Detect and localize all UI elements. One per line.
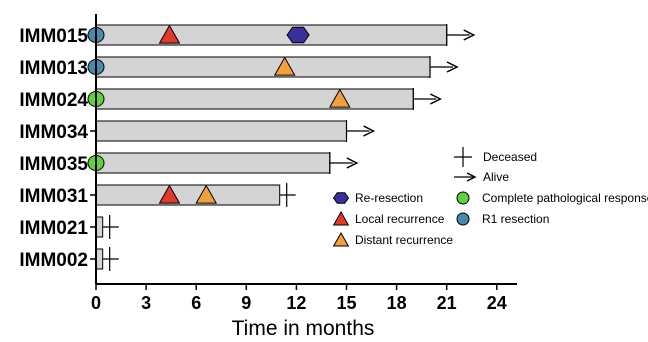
patient-label: IMM015 xyxy=(19,26,88,47)
legend-item-complete-pathological-response: Complete pathological response xyxy=(456,191,648,205)
patient-label: IMM002 xyxy=(19,250,88,271)
legend-item-re-resection: Re-resection xyxy=(332,191,423,205)
legend-arrow-head xyxy=(466,172,477,182)
legend-hexagon xyxy=(332,192,350,204)
x-tick-label: 12 xyxy=(286,293,306,313)
x-ticks: 0 3 6 9 12 15 18 21 24 xyxy=(91,284,507,313)
legend-item-r1-resection: R1 resection xyxy=(456,212,549,226)
distant-recurrence-marker xyxy=(328,88,351,108)
distant-recurrence-marker xyxy=(273,56,296,76)
legend-label: Deceased xyxy=(483,150,537,164)
legend-item-deceased: Deceased xyxy=(454,147,537,167)
alive-arrow-head xyxy=(346,157,359,169)
legend-item-distant-recurrence: Distant recurrence xyxy=(332,231,453,247)
patient-label: IMM031 xyxy=(19,186,88,207)
re-resection-marker xyxy=(286,26,310,44)
patient-label: IMM013 xyxy=(19,58,88,79)
survival-bar xyxy=(95,24,448,46)
patient-label: IMM034 xyxy=(19,122,88,143)
legend-label: Alive xyxy=(483,170,509,184)
patient-row-imm035: IMM035 xyxy=(19,152,359,175)
patient-label: IMM035 xyxy=(19,154,88,175)
legend-label: R1 resection xyxy=(482,212,549,226)
patient-row-imm013: IMM013 xyxy=(19,56,459,79)
local-recurrence-marker xyxy=(158,24,181,44)
patient-row-imm015: IMM015 xyxy=(19,24,476,47)
bars-layer: IMM015 IMM013 IMM024 IMM034 IMM035 IMM031 IMM0… xyxy=(19,24,476,271)
legend-item-alive: Alive xyxy=(454,170,509,184)
axes-layer xyxy=(95,14,517,285)
survival-bar xyxy=(95,248,104,270)
x-tick-label: 0 xyxy=(91,293,101,313)
legend-label: Complete pathological response xyxy=(482,191,648,205)
survival-bar xyxy=(95,56,431,78)
legend-item-local-recurrence: Local recurrence xyxy=(332,210,445,226)
x-tick-label: 18 xyxy=(387,293,407,313)
x-tick-label: 24 xyxy=(487,293,507,313)
legend-circle xyxy=(456,212,470,226)
legend-label: Re-resection xyxy=(355,191,423,205)
alive-arrow-head xyxy=(446,61,459,73)
patient-row-imm031: IMM031 xyxy=(19,183,296,207)
x-tick-label: 15 xyxy=(336,293,356,313)
legend-triangle xyxy=(332,210,350,226)
patient-label: IMM021 xyxy=(19,218,88,239)
alive-arrow-head xyxy=(363,125,376,137)
x-tick-label: 21 xyxy=(437,293,457,313)
patient-row-imm021: IMM021 xyxy=(19,215,119,239)
alive-arrow-head xyxy=(463,29,476,41)
patient-row-imm034: IMM034 xyxy=(19,120,376,143)
survival-bar xyxy=(95,216,104,238)
local-recurrence-marker xyxy=(158,184,181,204)
patient-label: IMM024 xyxy=(19,90,88,111)
survival-bar xyxy=(95,88,414,110)
legend-triangle xyxy=(332,231,350,247)
x-tick-label: 6 xyxy=(191,293,201,313)
legend: Deceased Alive Re-resection Complete pathol… xyxy=(332,147,648,247)
x-tick-label: 3 xyxy=(141,293,151,313)
x-tick-label: 9 xyxy=(241,293,251,313)
survival-bar xyxy=(95,184,281,206)
legend-circle xyxy=(456,191,470,205)
legend-label: Distant recurrence xyxy=(355,233,453,247)
x-axis-title: Time in months xyxy=(232,317,375,340)
survival-bar xyxy=(95,152,331,174)
alive-arrow-head xyxy=(429,93,442,105)
legend-label: Local recurrence xyxy=(355,212,445,226)
patient-row-imm002: IMM002 xyxy=(19,247,119,271)
patient-row-imm024: IMM024 xyxy=(19,88,442,111)
distant-recurrence-marker xyxy=(195,184,218,204)
survival-bar xyxy=(95,120,347,142)
